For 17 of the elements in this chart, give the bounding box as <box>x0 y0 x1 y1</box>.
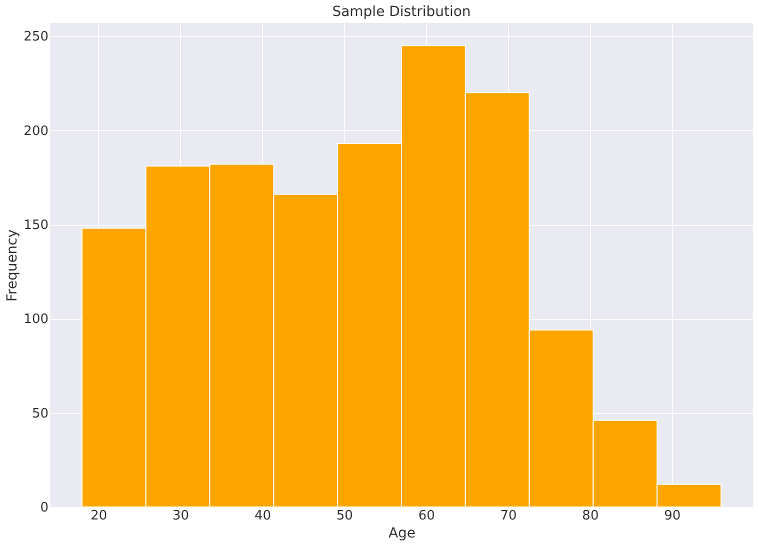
y-tick-label: 50 <box>32 406 48 422</box>
x-tick-label: 70 <box>500 508 517 524</box>
x-tick-label: 40 <box>254 508 271 524</box>
x-axis-title: Age <box>388 526 416 542</box>
y-tick-label: 200 <box>24 124 48 139</box>
y-tick-label: 0 <box>40 500 48 516</box>
y-tick-label: 100 <box>24 312 48 328</box>
chart-title: Sample Distribution <box>332 4 471 20</box>
x-tick-label: 90 <box>664 508 681 524</box>
y-tick-label: 150 <box>24 218 48 234</box>
x-tick-label: 60 <box>418 508 435 524</box>
y-tick-label: 250 <box>24 30 48 45</box>
y-axis-title: Frequency <box>4 229 21 302</box>
x-tick-label: 80 <box>582 508 599 524</box>
x-tick-label: 20 <box>90 508 108 524</box>
x-tick-label: 30 <box>172 508 190 524</box>
x-tick-label: 50 <box>336 508 353 524</box>
